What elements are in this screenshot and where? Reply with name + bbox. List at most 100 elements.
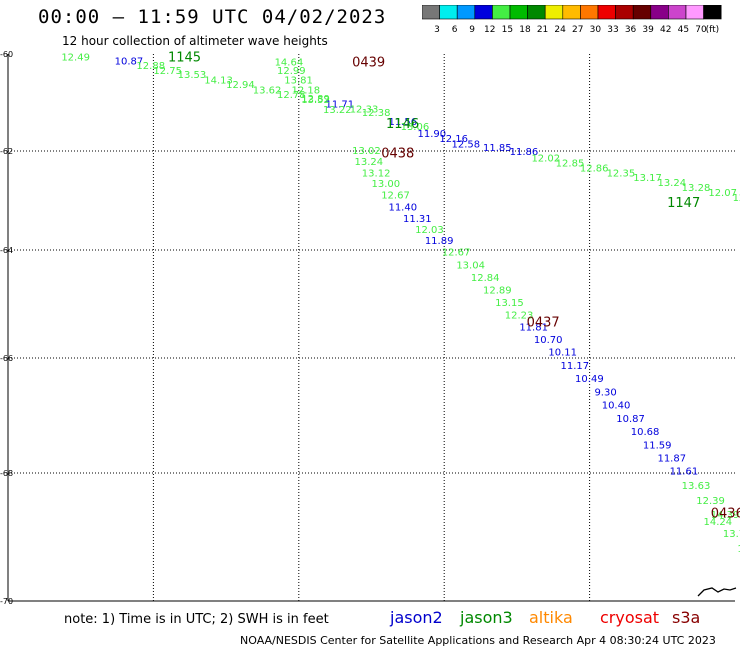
wave-height-label: 12.84 (471, 273, 500, 284)
colorbar-unit-label: (ft) (706, 25, 720, 35)
latitude-tick-label: -66 (0, 354, 13, 363)
colorbar-swatch (703, 5, 722, 20)
wave-height-label: 12.58 (451, 140, 480, 151)
wave-height-label: 12.89 (301, 94, 330, 105)
wave-height-label: 12.89 (483, 285, 512, 296)
legend-jason3: jason3 (460, 608, 513, 627)
wave-height-label: 13.24 (657, 178, 686, 189)
colorbar-tick-label: 18 (519, 25, 531, 35)
wave-height-label: 11.40 (388, 202, 417, 213)
wave-height-label: 13.62 (253, 85, 282, 96)
wave-height-label: 12.49 (61, 52, 90, 63)
wave-height-label: 10.11 (548, 348, 577, 359)
wave-height-label: 12.67 (381, 191, 410, 202)
wave-height-label: 11.85 (483, 143, 512, 154)
wave-height-label: 10.40 (602, 401, 631, 412)
wave-height-label: 11.87 (657, 453, 686, 464)
coastline (697, 587, 737, 597)
wave-height-label: 13.52 (301, 95, 330, 106)
wave-height-label: 13.24 (355, 157, 384, 168)
wave-height-label: 11.17 (561, 361, 590, 372)
wave-height-label: 14.64 (275, 57, 304, 68)
wave-height-label: 13.81 (284, 76, 313, 87)
wave-height-label: 13.04 (456, 261, 485, 272)
colorbar-tick-label: 12 (484, 25, 495, 35)
latitude-tick-label: -68 (0, 469, 13, 478)
legend-jason2: jason2 (390, 608, 443, 627)
wave-height-label: 13.15 (495, 298, 524, 309)
wave-height-label: 9.30 (594, 387, 616, 398)
wave-height-label: 12.16 (439, 134, 468, 145)
wave-height-label: 11.81 (519, 323, 548, 334)
colorbar-tick-label: 30 (590, 25, 602, 35)
wave-height-label: 12.85 (556, 158, 585, 169)
wave-height-label: 13.02 (352, 146, 381, 157)
latitude-tick-label: -64 (0, 246, 13, 255)
wave-height-label: 11.61 (670, 467, 699, 478)
wave-height-label: 12.88 (136, 61, 165, 72)
wave-height-label: 10.49 (575, 374, 604, 385)
latitude-tick-label: -62 (0, 147, 13, 156)
wave-height-label: 11.89 (425, 236, 454, 247)
wave-height-label: 12.94 (226, 80, 255, 91)
wave-height-label: 12.75 (153, 66, 182, 77)
wave-height-label: 13.53 (178, 70, 207, 81)
colorbar-tick-label: 70 (695, 25, 707, 35)
colorbar-tick-label: 33 (607, 25, 618, 35)
wave-height-label: 13.12 (362, 168, 391, 179)
wave-height-label: 12.07 (708, 188, 737, 199)
wave-height-label: 11.56 (388, 117, 417, 128)
legend-altika: altika (529, 608, 573, 627)
legend-cryosat: cryosat (600, 608, 660, 627)
wave-height-label: 13.28 (682, 183, 711, 194)
wave-height-label: 12.99 (277, 66, 306, 77)
wave-height-label: 12.03 (415, 225, 444, 236)
colorbar-tick-label: 3 (434, 25, 440, 35)
wave-height-label: 10.70 (534, 335, 563, 346)
wave-height-label: 12.78 (277, 90, 306, 101)
wave-height-label: 13.00 (372, 179, 401, 190)
wave-height-label: 13.78 (723, 529, 740, 540)
wave-height-label: 11.59 (643, 440, 672, 451)
wave-height-label: 12.09 (733, 193, 740, 204)
wave-height-label: 11.86 (510, 147, 539, 158)
colorbar-tick-label: 39 (642, 25, 654, 35)
wave-height-label: 13.06 (401, 122, 430, 133)
colorbar-tick-label: 15 (502, 25, 513, 35)
colorbar-tick-label: 42 (660, 25, 671, 35)
wave-height-label: 14.13 (204, 76, 233, 87)
credit-line: NOAA/NESDIS Center for Satellite Applica… (240, 634, 716, 647)
colorbar-tick-label: 9 (469, 25, 475, 35)
colorbar-tick-label: 6 (452, 25, 458, 35)
wave-height-label: 12.67 (442, 248, 471, 259)
wave-height-label: 11.31 (403, 214, 432, 225)
wave-height-label: 12.18 (292, 85, 321, 96)
wave-height-colorbar: 3 6 9 12 15 18 21 24 27 30 33 36 39 42 45 70(ft) (422, 5, 722, 35)
wave-height-label: 10.87 (616, 414, 645, 425)
wave-height-label: 15.42 (737, 544, 740, 555)
latitude-tick-label: -60 (0, 50, 13, 59)
pass-time-label: 1145 (168, 50, 201, 65)
wave-height-label: 12.38 (362, 108, 391, 119)
wave-height-label: 12.35 (607, 168, 636, 179)
colorbar-tick-label: 36 (625, 25, 637, 35)
wave-height-label: 11.71 (325, 99, 354, 110)
wave-height-label: 12.02 (531, 153, 560, 164)
colorbar-tick-label: 27 (572, 25, 583, 35)
pass-time-label: 0439 (352, 55, 385, 70)
pass-time-label: 0436 (711, 507, 740, 522)
wave-height-label: 13.17 (633, 173, 662, 184)
wave-height-label: 12.39 (696, 496, 725, 507)
page-subtitle: 12 hour collection of altimeter wave hei… (62, 34, 328, 48)
wave-height-label: 10.87 (115, 56, 144, 67)
wave-height-label: 14.24 (703, 517, 732, 528)
wave-height-label: 10.68 (631, 427, 660, 438)
units-note: note: 1) Time is in UTC; 2) SWH is in fe… (64, 612, 329, 627)
pass-time-label: 0438 (381, 146, 414, 161)
pass-time-label: 0437 (527, 315, 560, 330)
altimeter-map: -90-87-84-81-78-75-60-62-64-66-68-7012.4… (0, 50, 740, 606)
wave-height-label: 12.33 (350, 104, 379, 115)
wave-height-label: 13.22 (323, 105, 352, 116)
wave-height-label: 13.63 (682, 481, 711, 492)
wave-height-label: 14.39 (711, 510, 740, 521)
